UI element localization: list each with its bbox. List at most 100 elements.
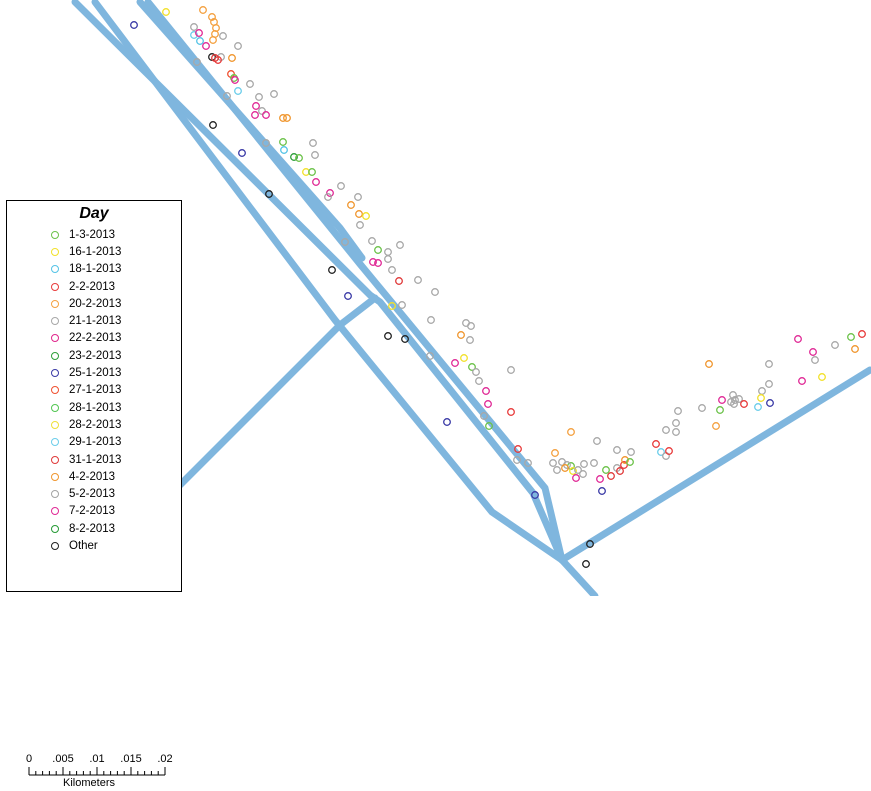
observation-point bbox=[328, 266, 336, 274]
legend-symbol-icon bbox=[51, 420, 59, 429]
observation-point bbox=[344, 292, 352, 300]
observation-point bbox=[209, 121, 217, 129]
observation-point bbox=[579, 470, 587, 478]
observation-point bbox=[290, 153, 298, 161]
legend-item-label: 2-2-2013 bbox=[69, 280, 116, 293]
observation-point bbox=[798, 377, 806, 385]
road-line bbox=[144, 0, 566, 564]
observation-point bbox=[507, 408, 515, 416]
observation-points bbox=[130, 6, 866, 568]
legend-items: 1-3-2013 16-1-2013 18-1-2013 2-2-2013 20-2-2… bbox=[51, 226, 121, 555]
scale-unit-label: Kilometers bbox=[63, 777, 115, 789]
observation-point bbox=[553, 466, 561, 474]
observation-point bbox=[551, 449, 559, 457]
observation-point bbox=[374, 246, 382, 254]
observation-point bbox=[401, 335, 409, 343]
observation-point bbox=[308, 168, 316, 176]
observation-point bbox=[251, 111, 259, 119]
observation-point bbox=[388, 302, 396, 310]
observation-point bbox=[485, 422, 493, 430]
observation-point bbox=[731, 396, 739, 404]
legend-item-label: 4-2-2013 bbox=[69, 470, 116, 483]
observation-point bbox=[195, 29, 203, 37]
observation-point bbox=[757, 394, 765, 402]
observation-point bbox=[831, 341, 839, 349]
observation-point bbox=[754, 403, 762, 411]
observation-point bbox=[283, 114, 291, 122]
observation-point bbox=[341, 238, 349, 246]
observation-point bbox=[851, 345, 859, 353]
observation-point bbox=[246, 80, 254, 88]
observation-point bbox=[262, 111, 270, 119]
map-canvas[interactable] bbox=[0, 0, 871, 596]
legend-item-label: 16-1-2013 bbox=[69, 245, 122, 258]
scale-tick-label: .015 bbox=[120, 753, 142, 765]
observation-point bbox=[362, 212, 370, 220]
road-line bbox=[91, 0, 566, 564]
legend-item: 28-2-2013 bbox=[51, 416, 121, 433]
observation-point bbox=[672, 419, 680, 427]
observation-point bbox=[513, 456, 521, 464]
legend-symbol-icon bbox=[51, 455, 59, 464]
legend-symbol-icon bbox=[51, 317, 59, 326]
legend-item-label: 21-1-2013 bbox=[69, 315, 122, 328]
observation-point bbox=[758, 387, 766, 395]
legend-item-label: 29-1-2013 bbox=[69, 436, 122, 449]
observation-point bbox=[480, 412, 488, 420]
observation-point bbox=[572, 474, 580, 482]
legend-item: 25-1-2013 bbox=[51, 364, 121, 381]
legend-item: 4-2-2013 bbox=[51, 468, 121, 485]
observation-point bbox=[718, 396, 726, 404]
observation-point bbox=[234, 87, 242, 95]
observation-point bbox=[602, 466, 610, 474]
observation-point bbox=[231, 76, 239, 84]
legend-item-label: 23-2-2013 bbox=[69, 349, 122, 362]
observation-point bbox=[199, 6, 207, 14]
legend-item-label: 28-1-2013 bbox=[69, 401, 122, 414]
observation-point bbox=[620, 461, 628, 469]
observation-point bbox=[280, 146, 288, 154]
observation-point bbox=[208, 13, 216, 21]
legend-item-label: 28-2-2013 bbox=[69, 418, 122, 431]
observation-point bbox=[468, 363, 476, 371]
observation-point bbox=[202, 42, 210, 50]
observation-point bbox=[672, 428, 680, 436]
scale-bar: 0 .005 .01 .015 .02 Kilometers bbox=[19, 753, 179, 791]
observation-point bbox=[193, 58, 201, 66]
observation-point bbox=[312, 178, 320, 186]
legend-item: 22-2-2013 bbox=[51, 330, 121, 347]
legend-symbol-icon bbox=[51, 438, 59, 447]
observation-point bbox=[398, 301, 406, 309]
legend-symbol-icon bbox=[51, 403, 59, 412]
observation-point bbox=[238, 149, 246, 157]
legend-item: 2-2-2013 bbox=[51, 278, 121, 295]
observation-point bbox=[514, 445, 522, 453]
observation-point bbox=[730, 400, 738, 408]
road-line bbox=[176, 294, 379, 489]
observation-point bbox=[190, 23, 198, 31]
legend-item-label: 27-1-2013 bbox=[69, 384, 122, 397]
observation-point bbox=[262, 139, 270, 147]
legend-symbol-icon bbox=[51, 524, 59, 533]
observation-point bbox=[765, 380, 773, 388]
legend-symbol-icon bbox=[51, 334, 59, 343]
observation-point bbox=[326, 189, 334, 197]
observation-point bbox=[735, 395, 743, 403]
legend-item-label: 18-1-2013 bbox=[69, 263, 122, 276]
observation-point bbox=[384, 248, 392, 256]
observation-point bbox=[219, 32, 227, 40]
legend-symbol-icon bbox=[51, 507, 59, 516]
observation-point bbox=[574, 466, 582, 474]
observation-point bbox=[388, 266, 396, 274]
observation-point bbox=[309, 139, 317, 147]
observation-point bbox=[324, 193, 332, 201]
observation-point bbox=[258, 107, 266, 115]
legend-item: 23-2-2013 bbox=[51, 347, 121, 364]
observation-point bbox=[451, 359, 459, 367]
observation-point bbox=[214, 56, 222, 64]
legend-symbol-icon bbox=[51, 472, 59, 481]
observation-point bbox=[467, 322, 475, 330]
legend-item: Other bbox=[51, 537, 121, 554]
legend-item-label: 8-2-2013 bbox=[69, 522, 116, 535]
observation-point bbox=[507, 366, 515, 374]
